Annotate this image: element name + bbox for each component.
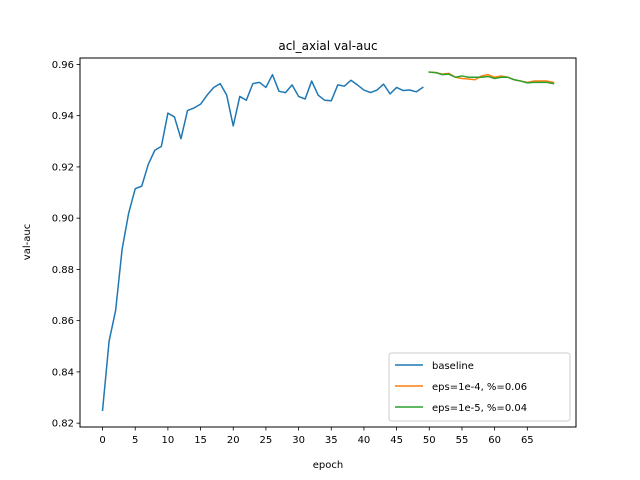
x-tick-label: 10 [162,435,175,446]
y-tick-label: 0.86 [52,316,74,327]
legend-label-3: eps=1e-5, %=0.04 [432,403,527,414]
y-tick-label: 0.96 [52,60,74,71]
series-line-1 [101,73,424,412]
y-tick-label: 0.94 [52,111,74,122]
legend-label-1: baseline [432,361,474,372]
chart-title: acl_axial val-auc [278,39,377,53]
y-tick-label: 0.90 [52,214,74,225]
x-tick-label: 5 [132,435,138,446]
legend-label-2: eps=1e-4, %=0.06 [432,382,527,393]
legend: baseline eps=1e-4, %=0.06 eps=1e-5, %=0.04 [388,352,571,422]
x-axis-label: epoch [313,460,343,471]
x-axis: 0 5 10 15 20 25 30 35 40 45 50 55 60 65 [99,427,534,446]
y-tick-label: 0.82 [52,419,74,430]
x-tick-label: 20 [227,435,240,446]
y-tick-label: 0.88 [52,265,74,276]
y-axis-label: val-auc [22,224,33,260]
y-axis: 0.82 0.84 0.86 0.88 0.90 0.92 0.94 0.96 [52,60,80,430]
legend-box [388,352,571,422]
y-tick-label: 0.84 [52,367,74,378]
x-tick-label: 60 [488,435,501,446]
x-tick-label: 35 [325,435,338,446]
x-tick-label: 40 [358,435,371,446]
x-tick-label: 15 [194,435,207,446]
x-tick-label: 65 [521,435,534,446]
x-tick-label: 50 [423,435,436,446]
x-tick-label: 25 [260,435,273,446]
plot-area-frame [79,57,577,428]
y-tick-label: 0.92 [52,162,74,173]
x-tick-label: 0 [99,435,105,446]
x-tick-label: 45 [390,435,403,446]
series-line-3 [428,71,555,85]
x-tick-label: 55 [456,435,469,446]
series-layer [101,71,555,412]
x-tick-label: 30 [292,435,305,446]
